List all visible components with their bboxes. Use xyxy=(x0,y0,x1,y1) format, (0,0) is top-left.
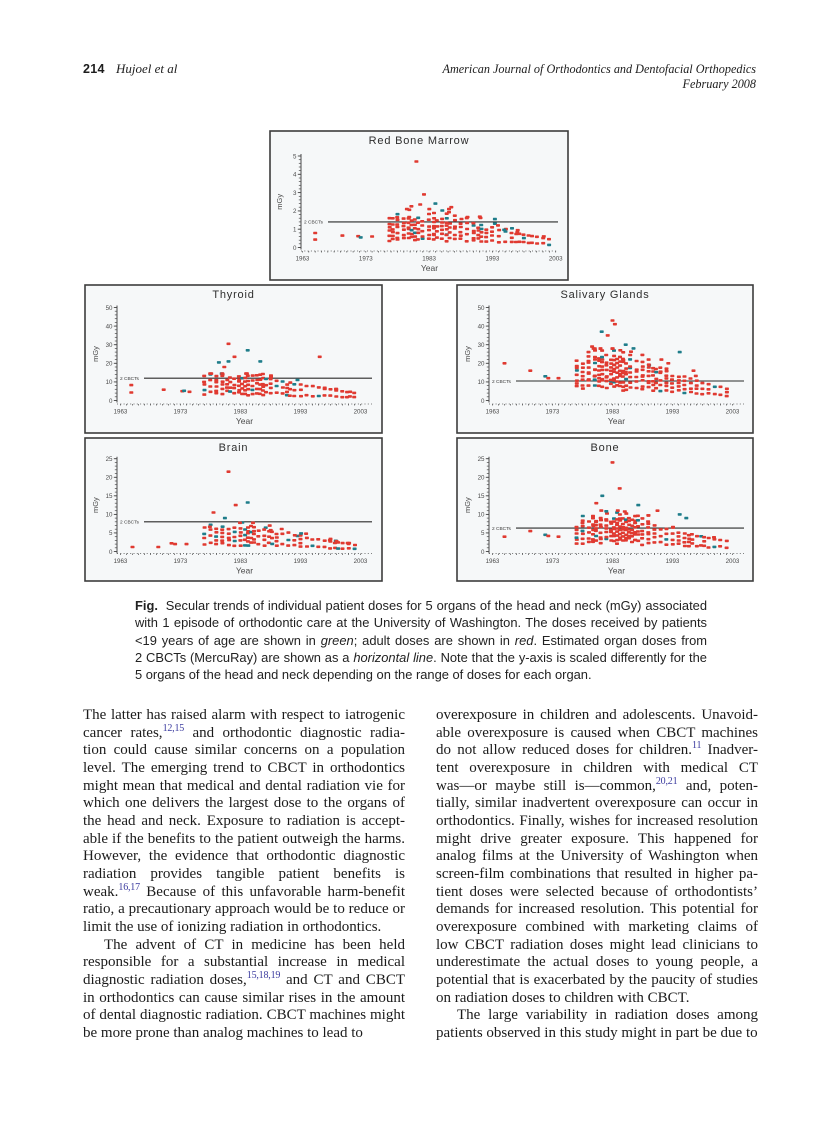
svg-text:Salivary Glands: Salivary Glands xyxy=(560,289,649,301)
svg-text:Red Bone Marrow: Red Bone Marrow xyxy=(369,135,470,147)
svg-text:2003: 2003 xyxy=(726,409,740,416)
svg-text:2003: 2003 xyxy=(354,409,368,416)
svg-text:1973: 1973 xyxy=(174,558,188,565)
svg-text:1993: 1993 xyxy=(486,256,500,263)
svg-text:Bone: Bone xyxy=(591,442,620,454)
svg-text:20: 20 xyxy=(106,361,113,368)
svg-text:50: 50 xyxy=(478,305,485,312)
svg-text:1963: 1963 xyxy=(114,409,128,416)
svg-text:2 CBCTs: 2 CBCTs xyxy=(492,526,512,532)
svg-text:25: 25 xyxy=(478,456,485,463)
svg-text:0: 0 xyxy=(481,549,485,556)
svg-text:5: 5 xyxy=(481,530,485,537)
svg-text:3: 3 xyxy=(293,190,297,197)
svg-text:Year: Year xyxy=(236,416,253,426)
svg-text:25: 25 xyxy=(106,456,113,463)
svg-text:2003: 2003 xyxy=(354,558,368,565)
svg-text:15: 15 xyxy=(478,493,485,500)
svg-text:10: 10 xyxy=(106,379,113,386)
svg-text:1983: 1983 xyxy=(422,256,436,263)
svg-text:2 CBCTs: 2 CBCTs xyxy=(120,376,140,382)
svg-text:2 CBCTs: 2 CBCTs xyxy=(492,379,512,385)
svg-text:1963: 1963 xyxy=(486,409,500,416)
svg-text:1973: 1973 xyxy=(546,558,560,565)
svg-text:10: 10 xyxy=(478,379,485,386)
svg-text:4: 4 xyxy=(293,172,297,179)
svg-text:0: 0 xyxy=(293,245,297,252)
svg-text:mGy: mGy xyxy=(91,497,100,513)
svg-text:15: 15 xyxy=(106,493,113,500)
svg-text:1963: 1963 xyxy=(486,558,500,565)
svg-text:Brain: Brain xyxy=(219,442,249,454)
svg-text:1993: 1993 xyxy=(666,409,680,416)
svg-text:5: 5 xyxy=(109,530,113,537)
svg-text:10: 10 xyxy=(478,512,485,519)
svg-text:Thyroid: Thyroid xyxy=(212,289,254,301)
svg-text:2003: 2003 xyxy=(726,558,740,565)
svg-text:2 CBCTs: 2 CBCTs xyxy=(304,220,324,226)
svg-text:0: 0 xyxy=(481,398,485,405)
svg-text:1983: 1983 xyxy=(606,558,620,565)
svg-text:1963: 1963 xyxy=(114,558,128,565)
svg-text:5: 5 xyxy=(293,153,297,160)
svg-text:2003: 2003 xyxy=(549,256,563,263)
svg-text:Year: Year xyxy=(421,263,438,273)
svg-text:40: 40 xyxy=(478,323,485,330)
svg-text:Year: Year xyxy=(608,566,625,576)
svg-text:30: 30 xyxy=(106,342,113,349)
svg-text:40: 40 xyxy=(106,323,113,330)
svg-text:30: 30 xyxy=(478,342,485,349)
svg-text:1983: 1983 xyxy=(234,558,248,565)
svg-text:1: 1 xyxy=(293,227,297,234)
svg-text:mGy: mGy xyxy=(275,194,284,210)
svg-text:20: 20 xyxy=(106,475,113,482)
svg-text:1983: 1983 xyxy=(606,409,620,416)
svg-text:0: 0 xyxy=(109,549,113,556)
svg-text:1973: 1973 xyxy=(174,409,188,416)
svg-text:50: 50 xyxy=(106,305,113,312)
svg-text:1973: 1973 xyxy=(546,409,560,416)
svg-text:Year: Year xyxy=(236,566,253,576)
svg-text:1973: 1973 xyxy=(359,256,373,263)
svg-text:mGy: mGy xyxy=(91,346,100,362)
svg-text:2 CBCTs: 2 CBCTs xyxy=(120,520,140,526)
svg-text:mGy: mGy xyxy=(463,497,472,513)
svg-text:1963: 1963 xyxy=(296,256,310,263)
svg-text:Year: Year xyxy=(608,416,625,426)
svg-text:20: 20 xyxy=(478,361,485,368)
svg-text:10: 10 xyxy=(106,512,113,519)
svg-text:mGy: mGy xyxy=(463,346,472,362)
svg-text:1993: 1993 xyxy=(666,558,680,565)
svg-text:1993: 1993 xyxy=(294,409,308,416)
svg-text:1993: 1993 xyxy=(294,558,308,565)
svg-text:0: 0 xyxy=(109,398,113,405)
svg-text:2: 2 xyxy=(293,208,297,215)
svg-text:20: 20 xyxy=(478,475,485,482)
svg-text:1983: 1983 xyxy=(234,409,248,416)
